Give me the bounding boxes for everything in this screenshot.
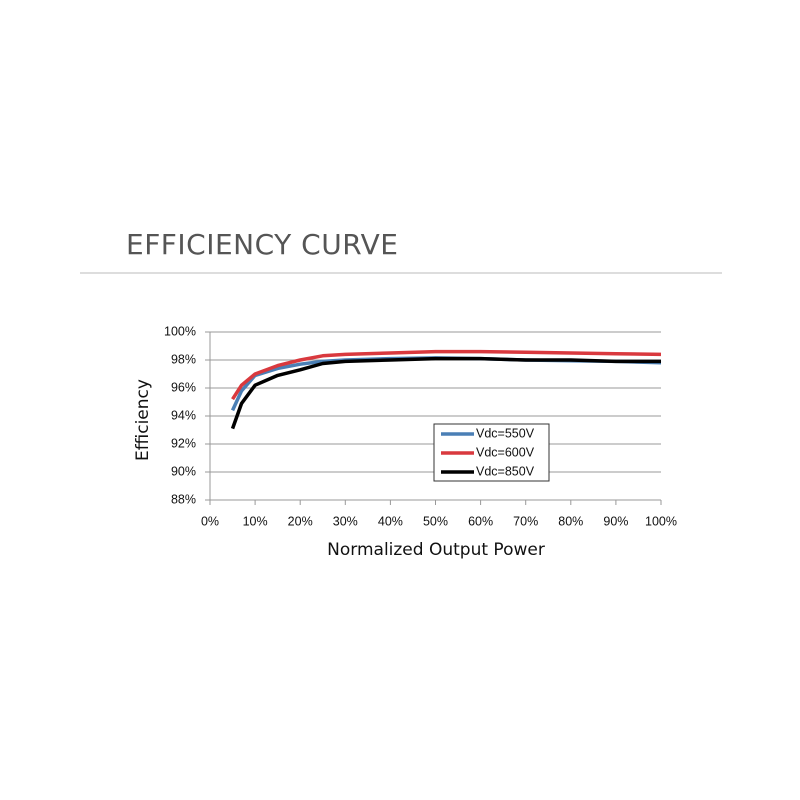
- series-line: [231, 349, 662, 401]
- x-tick-label: 80%: [558, 514, 583, 528]
- legend-label: Vdc=550V: [476, 426, 535, 440]
- y-axis-label: Efficiency: [133, 379, 153, 461]
- x-axis-label: Normalized Output Power: [327, 540, 545, 560]
- series-line: [230, 356, 661, 430]
- x-tick-label: 30%: [333, 514, 358, 528]
- legend-label: Vdc=600V: [476, 445, 535, 459]
- y-tick-label: 96%: [171, 380, 196, 394]
- x-tick-label: 40%: [378, 514, 403, 528]
- chart-title: EFFICIENCY CURVE: [126, 228, 398, 261]
- x-tick-label: 100%: [645, 514, 677, 528]
- x-tick-label: 90%: [603, 514, 628, 528]
- x-tick-label: 60%: [468, 514, 493, 528]
- x-tick-label: 10%: [243, 514, 268, 528]
- y-tick-label: 92%: [171, 436, 196, 450]
- y-tick-label: 94%: [171, 408, 196, 422]
- y-tick-label: 100%: [164, 324, 196, 338]
- series-line: [230, 356, 662, 412]
- y-tick-label: 98%: [171, 352, 196, 366]
- x-tick-label: 70%: [513, 514, 538, 528]
- y-tick-label: 90%: [171, 464, 196, 478]
- legend-label: Vdc=850V: [476, 464, 535, 478]
- x-tick-label: 0%: [201, 514, 219, 528]
- x-tick-label: 20%: [288, 514, 313, 528]
- y-tick-label: 88%: [171, 492, 196, 506]
- x-tick-label: 50%: [423, 514, 448, 528]
